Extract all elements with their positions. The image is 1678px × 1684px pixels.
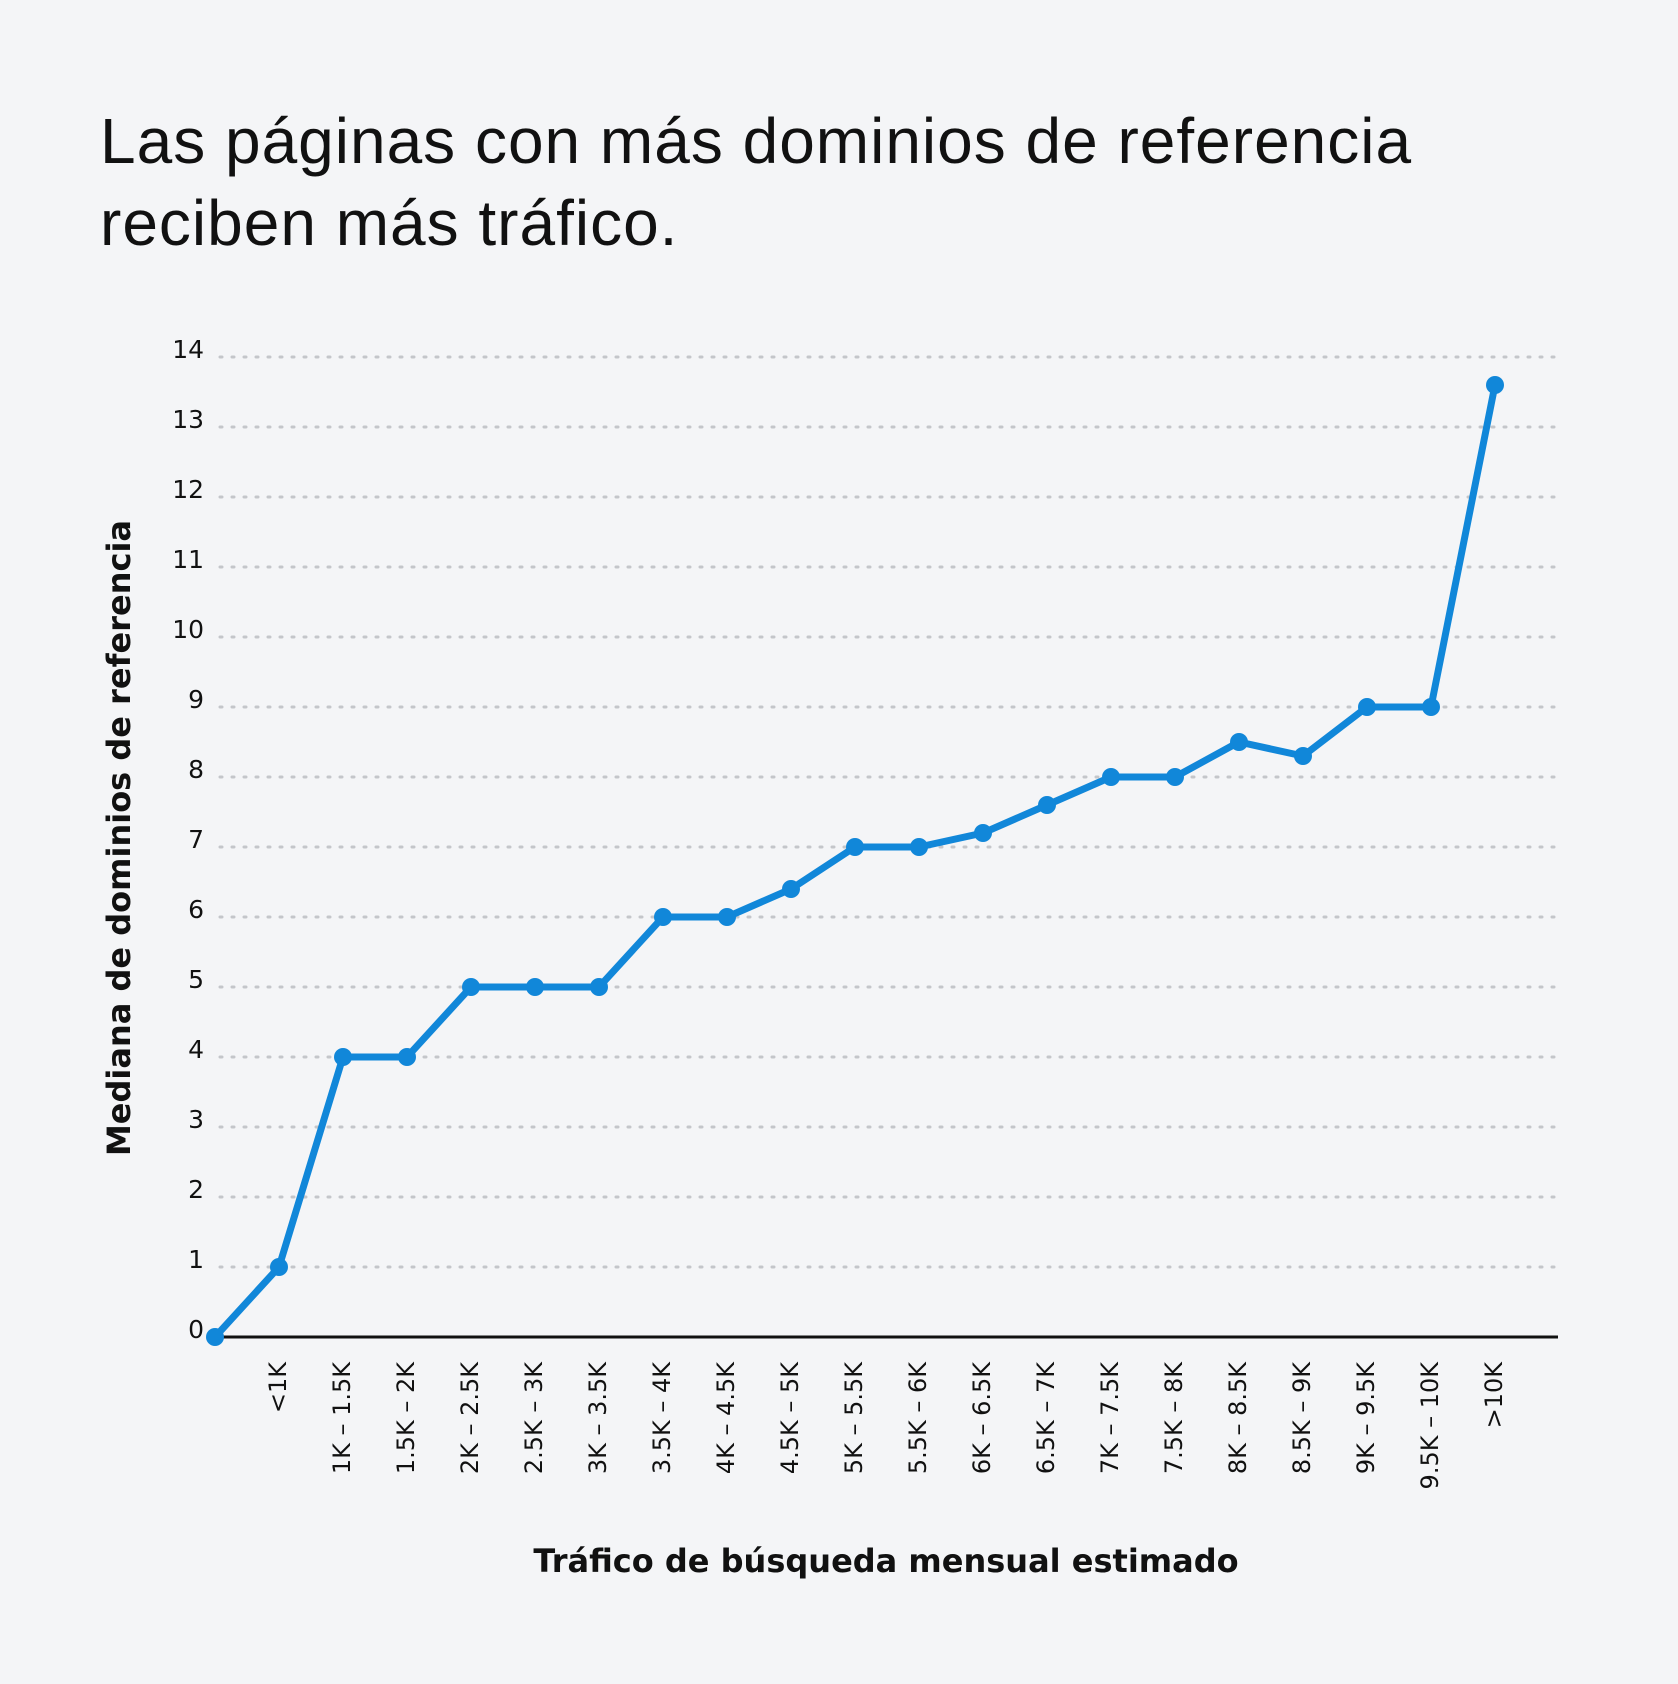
- chart-title: Las páginas con más dominios de referenc…: [100, 105, 1413, 259]
- x-tick-label: 3.5K – 4K: [648, 1361, 676, 1474]
- data-point: [1102, 768, 1120, 786]
- x-tick-label: 5K – 5.5K: [840, 1361, 868, 1474]
- y-axis-label: Mediana de dominios de referencia: [100, 520, 138, 1156]
- x-tick-label: 3K – 3.5K: [584, 1361, 612, 1474]
- x-tick-label: 1K – 1.5K: [328, 1361, 356, 1474]
- y-tick-label: 14: [172, 335, 204, 364]
- data-point: [846, 838, 864, 856]
- y-tick-label: 7: [188, 825, 204, 854]
- data-point: [1358, 698, 1376, 716]
- x-axis-label: Tráfico de búsqueda mensual estimado: [533, 1542, 1238, 1580]
- data-line: [212, 384, 1499, 1340]
- x-tick-label: 2.5K – 3K: [520, 1361, 548, 1474]
- y-tick-label: 9: [188, 685, 204, 714]
- data-point: [1166, 768, 1184, 786]
- x-tick-label: 5.5K – 6K: [904, 1361, 932, 1474]
- y-tick-label: 11: [172, 545, 204, 574]
- x-tick-label: 4.5K – 5K: [776, 1361, 804, 1474]
- data-point: [1294, 747, 1312, 765]
- x-tick-label: 9K – 9.5K: [1352, 1361, 1380, 1474]
- data-point: [206, 1328, 224, 1346]
- data-point: [974, 824, 992, 842]
- x-tick-label: 8.5K – 9K: [1288, 1361, 1316, 1474]
- y-tick-label: 6: [188, 895, 204, 924]
- data-point: [654, 908, 672, 926]
- x-tick-label: <1K: [264, 1361, 292, 1413]
- data-point: [1038, 796, 1056, 814]
- y-tick-label: 8: [188, 755, 204, 784]
- x-tick-label: 6.5K – 7K: [1032, 1361, 1060, 1474]
- x-tick-label: 4K – 4.5K: [712, 1361, 740, 1474]
- y-tick-label: 5: [188, 965, 204, 994]
- y-tick-label: 12: [172, 475, 204, 504]
- y-tick-label: 13: [172, 405, 204, 434]
- x-tick-label: 2K – 2.5K: [456, 1361, 484, 1474]
- data-point: [1230, 733, 1248, 751]
- x-tick-label: 9.5K – 10K: [1416, 1361, 1444, 1490]
- y-tick-label: 3: [188, 1105, 204, 1134]
- x-tick-label: 1.5K – 2K: [392, 1361, 420, 1474]
- data-point: [590, 978, 608, 996]
- data-point: [526, 978, 544, 996]
- x-tick-label: >10K: [1480, 1361, 1508, 1429]
- data-point: [1486, 376, 1504, 394]
- y-tick-label: 1: [188, 1245, 204, 1274]
- x-tick-label: 7.5K – 8K: [1160, 1361, 1188, 1474]
- x-tick-label: 6K – 6.5K: [968, 1361, 996, 1474]
- data-point: [782, 880, 800, 898]
- data-point: [462, 978, 480, 996]
- y-tick-label: 2: [188, 1175, 204, 1204]
- x-tick-label: 7K – 7.5K: [1096, 1361, 1124, 1474]
- x-tick-label: 8K – 8.5K: [1224, 1361, 1252, 1474]
- y-tick-label: 0: [188, 1315, 204, 1344]
- data-point: [334, 1048, 352, 1066]
- data-point: [398, 1048, 416, 1066]
- data-point: [910, 838, 928, 856]
- data-point: [270, 1258, 288, 1276]
- y-tick-label: 4: [188, 1035, 204, 1064]
- y-tick-label: 10: [172, 615, 204, 644]
- data-point: [1422, 698, 1440, 716]
- data-point: [718, 908, 736, 926]
